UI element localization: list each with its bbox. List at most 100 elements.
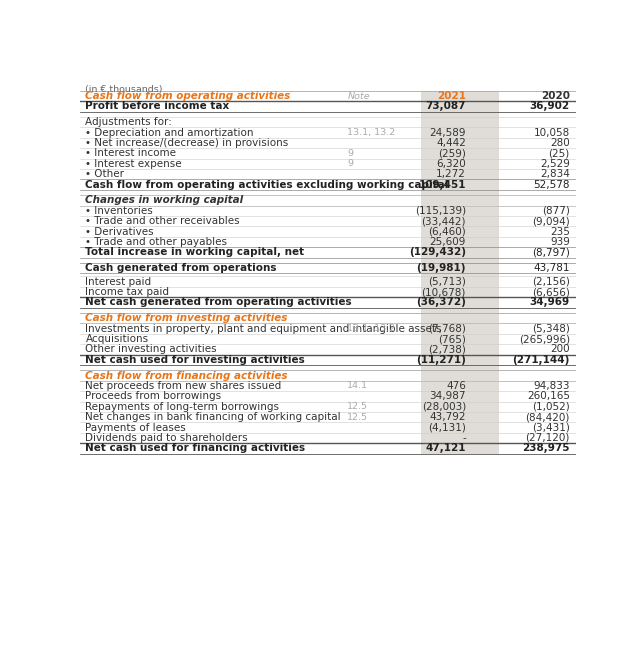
Text: Net cash used for financing activities: Net cash used for financing activities [85,444,305,453]
Text: 36,902: 36,902 [530,101,570,112]
Text: 43,781: 43,781 [533,263,570,273]
Text: (259): (259) [438,149,466,159]
Text: 13.1, 13.2: 13.1, 13.2 [348,324,396,333]
Text: 12.5: 12.5 [348,412,369,422]
Text: 47,121: 47,121 [426,444,466,453]
Bar [421,433,499,443]
Text: (5,713): (5,713) [428,277,466,287]
Bar [421,323,499,334]
Text: 2,834: 2,834 [540,169,570,179]
Text: 43,792: 43,792 [429,412,466,422]
Text: Investments in property, plant and equipment and intangible assets: Investments in property, plant and equip… [85,324,442,334]
Text: Cash flow from operating activities: Cash flow from operating activities [85,91,291,101]
Text: (36,372): (36,372) [416,297,466,307]
Text: Interest paid: Interest paid [85,277,152,287]
Text: Income tax paid: Income tax paid [85,287,170,297]
Bar [421,226,499,237]
Text: 1,272: 1,272 [436,169,466,179]
Text: 939: 939 [550,237,570,247]
Text: (84,420): (84,420) [525,412,570,422]
Text: Repayments of long-term borrowings: Repayments of long-term borrowings [85,402,280,412]
Bar [421,247,499,258]
Text: (265,996): (265,996) [518,334,570,344]
Text: (9,094): (9,094) [532,216,570,226]
Text: 34,969: 34,969 [530,297,570,307]
Bar [421,128,499,138]
Text: Adjustments for:: Adjustments for: [85,117,172,128]
Text: (in € thousands): (in € thousands) [85,85,163,94]
Text: (2,156): (2,156) [532,277,570,287]
Bar [421,412,499,422]
Text: 24,589: 24,589 [429,128,466,137]
Text: (2,738): (2,738) [428,344,466,354]
Text: 13.1, 13.2: 13.1, 13.2 [348,128,396,137]
Text: Net changes in bank financing of working capital: Net changes in bank financing of working… [85,412,341,422]
Text: • Interest income: • Interest income [85,149,177,159]
Text: -: - [462,433,466,443]
Text: 34,987: 34,987 [429,391,466,401]
Text: (7,768): (7,768) [428,324,466,334]
Text: (3,431): (3,431) [532,422,570,432]
Text: 200: 200 [550,344,570,354]
Bar [421,101,499,112]
Bar [421,354,499,365]
Bar [421,237,499,247]
Text: 14.1: 14.1 [348,381,369,391]
Bar [421,169,499,179]
Text: (4,131): (4,131) [428,422,466,432]
Text: (19,981): (19,981) [417,263,466,273]
Text: Proceeds from borrowings: Proceeds from borrowings [85,391,221,401]
Text: 238,975: 238,975 [522,444,570,453]
Text: Net cash generated from operating activities: Net cash generated from operating activi… [85,297,352,307]
Text: • Trade and other receivables: • Trade and other receivables [85,216,240,226]
Text: Cash flow from investing activities: Cash flow from investing activities [85,313,288,323]
Text: • Trade and other payables: • Trade and other payables [85,237,227,247]
Bar [421,91,499,453]
Text: • Net increase/(decrease) in provisions: • Net increase/(decrease) in provisions [85,138,289,148]
Bar [421,297,499,307]
Text: Total increase in working capital, net: Total increase in working capital, net [85,247,305,257]
Text: 73,087: 73,087 [426,101,466,112]
Text: Cash flow from financing activities: Cash flow from financing activities [85,371,288,381]
Bar [421,276,499,287]
Bar [421,391,499,402]
Bar [421,206,499,216]
Text: (877): (877) [542,206,570,215]
Text: Profit before income tax: Profit before income tax [85,101,230,112]
Text: • Other: • Other [85,169,124,179]
Bar [421,344,499,354]
Text: 280: 280 [550,138,570,148]
Text: Other investing activities: Other investing activities [85,344,217,354]
Text: (765): (765) [438,334,466,344]
Text: (8,797): (8,797) [532,247,570,257]
Text: Note: Note [348,92,370,100]
Bar [421,402,499,412]
Text: 25,609: 25,609 [429,237,466,247]
Text: Net cash used for investing activities: Net cash used for investing activities [85,355,305,365]
Text: Changes in working capital: Changes in working capital [85,196,244,206]
Text: 12.5: 12.5 [348,403,369,411]
Bar [421,179,499,190]
Text: Acquisitions: Acquisitions [85,334,148,344]
Text: (10,678): (10,678) [422,287,466,297]
Text: 10,058: 10,058 [534,128,570,137]
Text: Cash generated from operations: Cash generated from operations [85,263,277,273]
Text: 476: 476 [446,381,466,391]
Text: 94,833: 94,833 [533,381,570,391]
Bar [421,422,499,433]
Bar [421,159,499,169]
Text: (1,052): (1,052) [532,402,570,412]
Text: • Inventories: • Inventories [85,206,153,215]
Text: 235: 235 [550,227,570,237]
Text: Dividends paid to shareholders: Dividends paid to shareholders [85,433,248,443]
Text: (6,460): (6,460) [428,227,466,237]
Bar [421,148,499,159]
Text: (6,656): (6,656) [532,287,570,297]
Text: (129,432): (129,432) [409,247,466,257]
Bar [421,443,499,453]
Text: 9: 9 [348,159,353,169]
Text: 260,165: 260,165 [527,391,570,401]
Text: 52,578: 52,578 [533,180,570,190]
Text: • Derivatives: • Derivatives [85,227,154,237]
Text: 2,529: 2,529 [540,159,570,169]
